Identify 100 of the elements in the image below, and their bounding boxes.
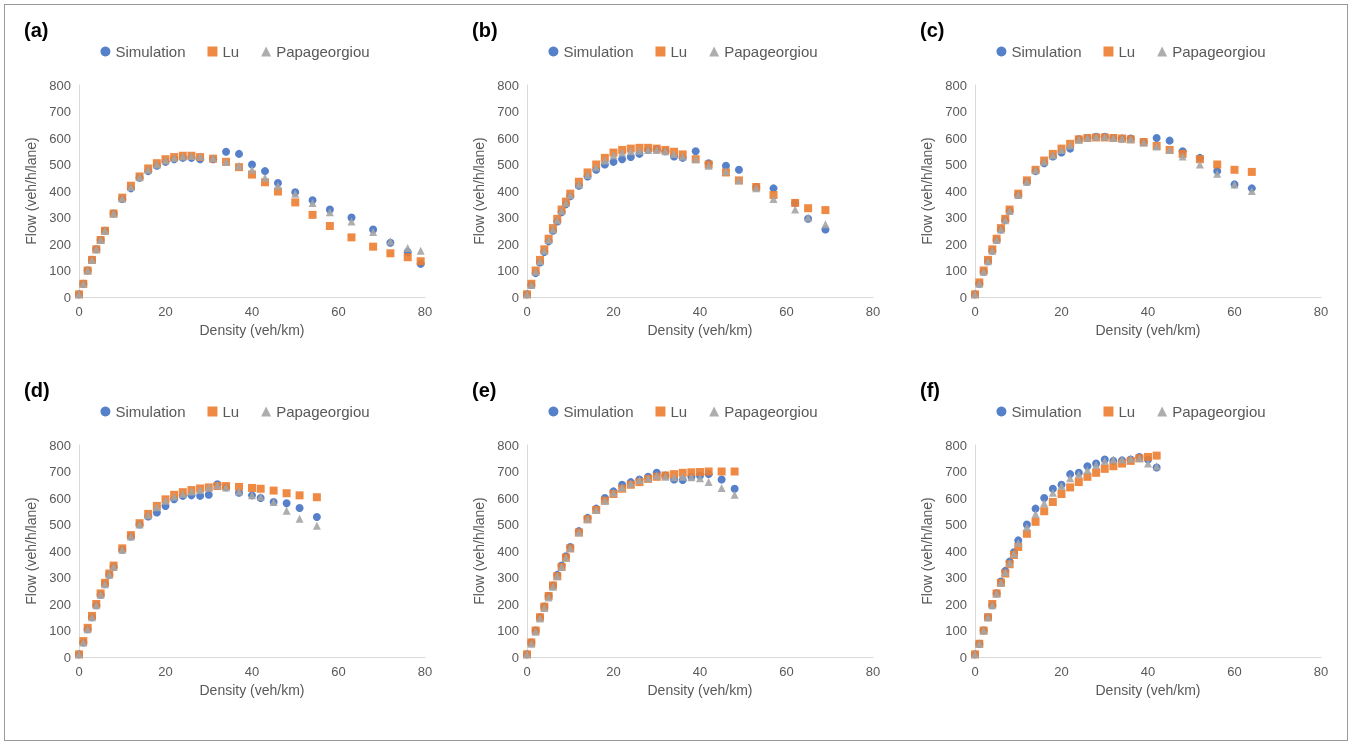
- x-tick-label: 0: [523, 664, 531, 679]
- x-tick-label: 0: [75, 304, 83, 319]
- y-tick-label: 0: [63, 649, 71, 665]
- legend-label: Papageorgiou: [276, 403, 370, 420]
- y-tick-label: 200: [497, 596, 519, 612]
- legend-label: Papageorgiou: [1172, 43, 1266, 60]
- legend-label: Simulation: [563, 43, 634, 60]
- x-tick-label: 40: [1140, 304, 1156, 319]
- y-tick-label: 200: [945, 236, 967, 252]
- y-tick-label: 600: [497, 130, 519, 146]
- y-tick-label: 0: [511, 289, 519, 305]
- chart-title: (c): [920, 19, 945, 41]
- y-tick-label: 300: [49, 210, 71, 225]
- x-tick-label: 40: [1140, 664, 1156, 679]
- chart-title: (e): [472, 379, 497, 401]
- y-tick-label: 700: [49, 104, 71, 119]
- legend-label: Lu: [670, 43, 688, 60]
- y-tick-label: 500: [945, 517, 967, 532]
- y-tick-label: 400: [497, 183, 519, 199]
- y-tick-label: 300: [497, 570, 519, 585]
- legend-label: Lu: [222, 43, 240, 60]
- y-axis-title: Flow (veh/h/lane): [23, 497, 40, 605]
- y-tick-label: 300: [945, 210, 967, 225]
- y-tick-label: 600: [49, 490, 71, 506]
- y-tick-label: 100: [945, 263, 967, 278]
- y-tick-label: 800: [945, 77, 967, 93]
- x-axis-title: Density (veh/km): [647, 322, 753, 338]
- y-tick-label: 800: [497, 437, 519, 453]
- y-tick-label: 100: [497, 263, 519, 278]
- y-tick-label: 400: [945, 543, 967, 559]
- legend-label: Lu: [1118, 43, 1136, 60]
- y-axis-title: Flow (veh/h/lane): [919, 137, 936, 245]
- chart-title: (f): [920, 379, 940, 401]
- y-tick-label: 300: [497, 210, 519, 225]
- y-tick-label: 600: [945, 130, 967, 146]
- y-tick-label: 400: [497, 543, 519, 559]
- x-tick-label: 0: [971, 304, 979, 319]
- legend-label: Simulation: [115, 43, 186, 60]
- x-tick-label: 80: [1313, 664, 1329, 679]
- x-tick-label: 60: [779, 304, 794, 319]
- y-tick-label: 600: [497, 490, 519, 506]
- x-axis-title: Density (veh/km): [199, 322, 305, 338]
- legend-label: Simulation: [1011, 403, 1082, 420]
- y-tick-label: 300: [49, 570, 71, 585]
- x-axis-title: Density (veh/km): [1095, 682, 1201, 698]
- y-tick-label: 800: [49, 437, 71, 453]
- legend-label: Papageorgiou: [724, 43, 818, 60]
- x-tick-label: 20: [1054, 304, 1069, 319]
- x-axis-title: Density (veh/km): [199, 682, 305, 698]
- y-tick-label: 800: [49, 77, 71, 93]
- y-tick-label: 0: [959, 289, 967, 305]
- y-tick-label: 700: [49, 464, 71, 479]
- y-tick-label: 500: [49, 157, 71, 172]
- y-tick-label: 300: [945, 570, 967, 585]
- y-tick-label: 100: [49, 623, 71, 638]
- y-tick-label: 800: [497, 77, 519, 93]
- y-tick-label: 100: [945, 623, 967, 638]
- y-tick-label: 400: [49, 543, 71, 559]
- legend-label: Papageorgiou: [724, 403, 818, 420]
- x-tick-label: 60: [331, 664, 346, 679]
- x-tick-label: 20: [606, 304, 621, 319]
- x-tick-label: 80: [417, 664, 433, 679]
- chart-title: (d): [24, 379, 50, 401]
- legend-label: Simulation: [115, 403, 186, 420]
- x-tick-label: 60: [1227, 304, 1242, 319]
- x-tick-label: 20: [606, 664, 621, 679]
- y-tick-label: 200: [497, 236, 519, 252]
- x-tick-label: 60: [331, 304, 346, 319]
- x-tick-label: 40: [692, 664, 708, 679]
- y-tick-label: 200: [49, 236, 71, 252]
- y-tick-label: 200: [49, 596, 71, 612]
- x-tick-label: 20: [158, 664, 173, 679]
- y-tick-label: 0: [959, 649, 967, 665]
- chart-title: (b): [472, 19, 498, 41]
- y-tick-label: 100: [49, 263, 71, 278]
- y-tick-label: 0: [511, 649, 519, 665]
- x-tick-label: 80: [417, 304, 433, 319]
- y-axis-title: Flow (veh/h/lane): [919, 497, 936, 605]
- x-tick-label: 0: [75, 664, 83, 679]
- x-tick-label: 40: [692, 304, 708, 319]
- x-axis-title: Density (veh/km): [1095, 322, 1201, 338]
- x-tick-label: 60: [1227, 664, 1242, 679]
- x-tick-label: 0: [971, 664, 979, 679]
- y-tick-label: 500: [497, 517, 519, 532]
- y-tick-label: 500: [497, 157, 519, 172]
- x-tick-label: 80: [865, 304, 881, 319]
- y-tick-label: 500: [49, 517, 71, 532]
- y-tick-label: 600: [49, 130, 71, 146]
- y-tick-label: 200: [945, 596, 967, 612]
- legend-label: Lu: [1118, 403, 1136, 420]
- y-tick-label: 800: [945, 437, 967, 453]
- x-tick-label: 40: [244, 664, 260, 679]
- x-tick-label: 60: [779, 664, 794, 679]
- legend-label: Simulation: [563, 403, 634, 420]
- y-tick-label: 700: [945, 464, 967, 479]
- y-tick-label: 700: [497, 464, 519, 479]
- y-axis-title: Flow (veh/h/lane): [471, 137, 488, 245]
- y-tick-label: 700: [497, 104, 519, 119]
- legend-label: Papageorgiou: [1172, 403, 1266, 420]
- y-tick-label: 400: [945, 183, 967, 199]
